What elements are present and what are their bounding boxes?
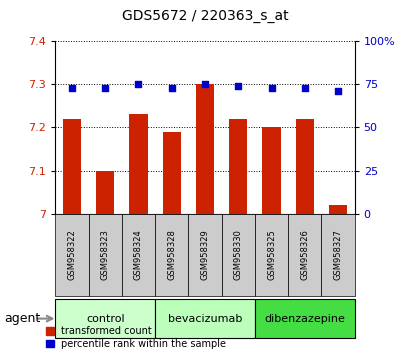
Bar xyxy=(254,299,354,338)
Point xyxy=(201,81,208,87)
Bar xyxy=(196,84,213,214)
Text: GSM958323: GSM958323 xyxy=(101,229,110,280)
Text: dibenzazepine: dibenzazepine xyxy=(264,314,344,324)
Text: GSM958325: GSM958325 xyxy=(266,229,275,280)
Bar xyxy=(229,119,247,214)
Point xyxy=(301,85,307,90)
Bar xyxy=(221,214,254,296)
Text: GSM958327: GSM958327 xyxy=(333,229,342,280)
Bar xyxy=(63,119,81,214)
Text: agent: agent xyxy=(4,312,40,325)
Bar xyxy=(55,214,88,296)
Bar xyxy=(88,214,121,296)
Bar xyxy=(96,171,114,214)
Text: bevacizumab: bevacizumab xyxy=(167,314,242,324)
Bar xyxy=(155,214,188,296)
Point xyxy=(135,81,142,87)
Bar xyxy=(162,132,180,214)
Bar xyxy=(254,214,288,296)
Point xyxy=(168,85,175,90)
Bar xyxy=(121,214,155,296)
Bar xyxy=(288,214,321,296)
Text: GSM958326: GSM958326 xyxy=(299,229,308,280)
Point xyxy=(69,85,75,90)
Bar xyxy=(295,119,313,214)
Text: GSM958322: GSM958322 xyxy=(67,229,76,280)
Bar xyxy=(321,214,354,296)
Bar xyxy=(328,206,346,214)
Bar xyxy=(129,114,147,214)
Text: GSM958324: GSM958324 xyxy=(134,229,143,280)
Text: GSM958330: GSM958330 xyxy=(233,229,242,280)
Legend: transformed count, percentile rank within the sample: transformed count, percentile rank withi… xyxy=(46,326,226,349)
Point xyxy=(334,88,340,94)
Text: GDS5672 / 220363_s_at: GDS5672 / 220363_s_at xyxy=(121,9,288,23)
Bar xyxy=(188,214,221,296)
Bar xyxy=(155,299,254,338)
Point xyxy=(234,83,241,88)
Bar xyxy=(55,299,155,338)
Text: GSM958329: GSM958329 xyxy=(200,229,209,280)
Point xyxy=(102,85,108,90)
Text: GSM958328: GSM958328 xyxy=(167,229,176,280)
Bar xyxy=(262,127,280,214)
Text: control: control xyxy=(86,314,124,324)
Point xyxy=(267,85,274,90)
